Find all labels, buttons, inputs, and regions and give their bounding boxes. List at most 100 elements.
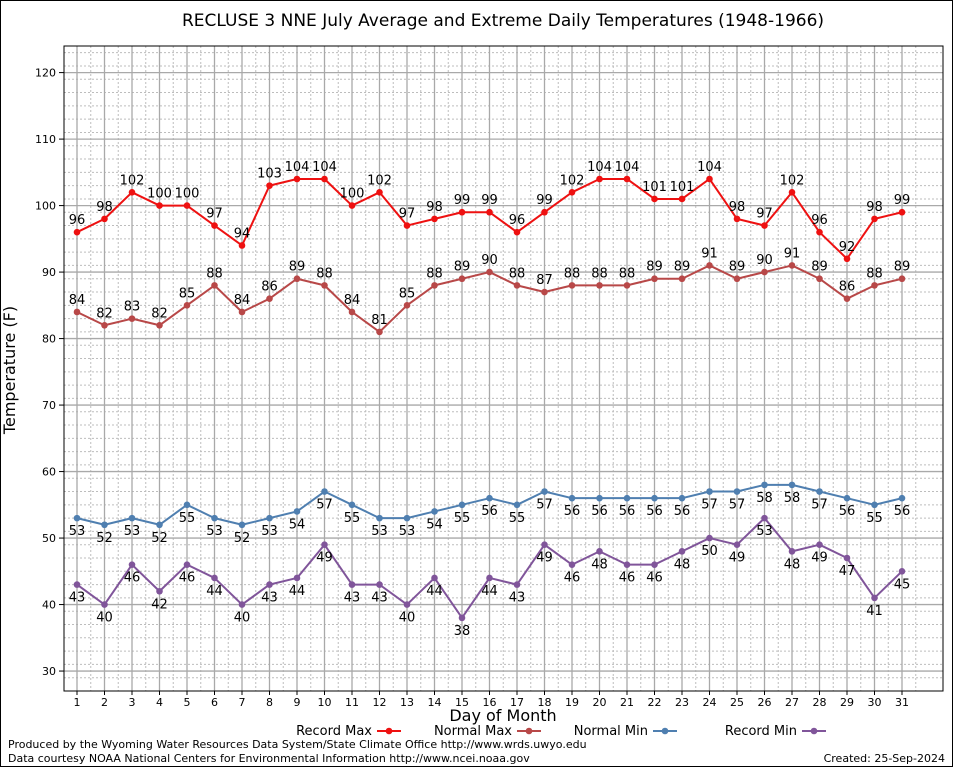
x-tick-label: 27 xyxy=(785,696,799,709)
data-point xyxy=(403,601,411,608)
data-point xyxy=(128,315,136,322)
x-tick-label: 6 xyxy=(211,696,218,709)
data-label: 90 xyxy=(481,253,498,268)
data-point xyxy=(211,574,218,582)
data-point xyxy=(293,574,301,582)
data-label: 43 xyxy=(509,591,526,606)
y-tick-label: 60 xyxy=(42,466,56,479)
data-point xyxy=(706,534,713,542)
data-point xyxy=(321,488,328,495)
data-label: 83 xyxy=(124,300,141,315)
y-tick-label: 110 xyxy=(35,133,56,146)
data-label: 48 xyxy=(784,557,801,572)
data-label: 43 xyxy=(371,591,388,606)
data-point xyxy=(898,275,906,283)
data-label: 88 xyxy=(591,266,608,281)
data-label: 41 xyxy=(866,604,883,619)
y-tick-label: 120 xyxy=(35,67,56,80)
data-point xyxy=(238,601,246,608)
data-point xyxy=(293,275,301,283)
data-point xyxy=(238,242,246,249)
data-label: 53 xyxy=(261,524,278,539)
data-label: 49 xyxy=(316,551,333,566)
data-label: 52 xyxy=(96,531,113,546)
data-point xyxy=(348,581,356,588)
data-label: 82 xyxy=(151,306,168,321)
data-point xyxy=(788,188,796,196)
data-point xyxy=(623,494,631,502)
data-point xyxy=(376,581,383,588)
data-point xyxy=(513,228,521,236)
data-point xyxy=(183,302,191,309)
data-label: 55 xyxy=(344,511,361,526)
data-label: 104 xyxy=(312,160,337,175)
data-label: 99 xyxy=(536,193,553,208)
data-label: 84 xyxy=(234,293,251,308)
data-label: 44 xyxy=(481,584,498,599)
x-tick-label: 23 xyxy=(675,696,689,709)
legend-marker xyxy=(661,727,669,735)
data-label: 100 xyxy=(147,187,172,202)
data-label: 96 xyxy=(69,213,86,228)
data-point xyxy=(596,494,603,502)
plot-frame xyxy=(63,45,944,692)
data-label: 88 xyxy=(564,266,581,281)
data-label: 97 xyxy=(399,207,416,222)
data-point xyxy=(128,561,136,568)
data-point xyxy=(486,574,493,582)
data-point xyxy=(156,321,163,329)
legend-label: Record Max xyxy=(296,724,372,739)
data-point xyxy=(431,282,438,289)
data-label: 88 xyxy=(316,266,333,281)
data-point xyxy=(431,508,438,515)
x-tick-label: 21 xyxy=(620,696,634,709)
data-label: 56 xyxy=(591,504,608,519)
data-label: 57 xyxy=(701,498,718,513)
data-point xyxy=(788,262,796,269)
data-label: 46 xyxy=(179,571,196,586)
data-label: 54 xyxy=(289,517,306,532)
data-point xyxy=(706,262,713,269)
x-tick-label: 9 xyxy=(294,696,301,709)
data-point xyxy=(431,574,438,582)
y-tick-label: 70 xyxy=(42,399,56,412)
data-label: 56 xyxy=(674,504,691,519)
x-tick-label: 11 xyxy=(345,696,359,709)
data-label: 58 xyxy=(756,491,773,506)
x-tick-label: 22 xyxy=(648,696,662,709)
x-tick-label: 19 xyxy=(565,696,579,709)
y-tick-label: 30 xyxy=(42,665,56,678)
data-point xyxy=(816,488,823,495)
x-tick-label: 15 xyxy=(455,696,469,709)
data-point xyxy=(403,302,411,309)
data-point xyxy=(293,175,301,183)
data-point xyxy=(843,554,851,562)
data-label: 43 xyxy=(69,591,86,606)
data-label: 46 xyxy=(564,571,581,586)
data-point xyxy=(128,188,136,196)
data-point xyxy=(321,541,328,549)
data-point xyxy=(761,514,768,522)
data-point xyxy=(513,581,521,588)
data-point xyxy=(156,521,163,529)
grid xyxy=(64,46,943,692)
legend-marker xyxy=(525,727,533,735)
data-label: 53 xyxy=(69,524,86,539)
data-point xyxy=(541,288,548,296)
data-point xyxy=(596,548,603,555)
data-label: 85 xyxy=(179,286,196,301)
data-label: 40 xyxy=(234,611,251,626)
data-point xyxy=(458,275,466,283)
data-point xyxy=(816,275,823,283)
data-point xyxy=(871,501,878,509)
data-label: 81 xyxy=(371,313,388,328)
data-point xyxy=(596,282,603,289)
x-tick-label: 2 xyxy=(101,696,108,709)
x-tick-label: 1 xyxy=(74,696,81,709)
legend-marker xyxy=(810,727,818,735)
x-tick-label: 28 xyxy=(813,696,827,709)
data-point xyxy=(788,548,796,555)
data-label: 104 xyxy=(615,160,640,175)
data-point xyxy=(73,514,81,522)
